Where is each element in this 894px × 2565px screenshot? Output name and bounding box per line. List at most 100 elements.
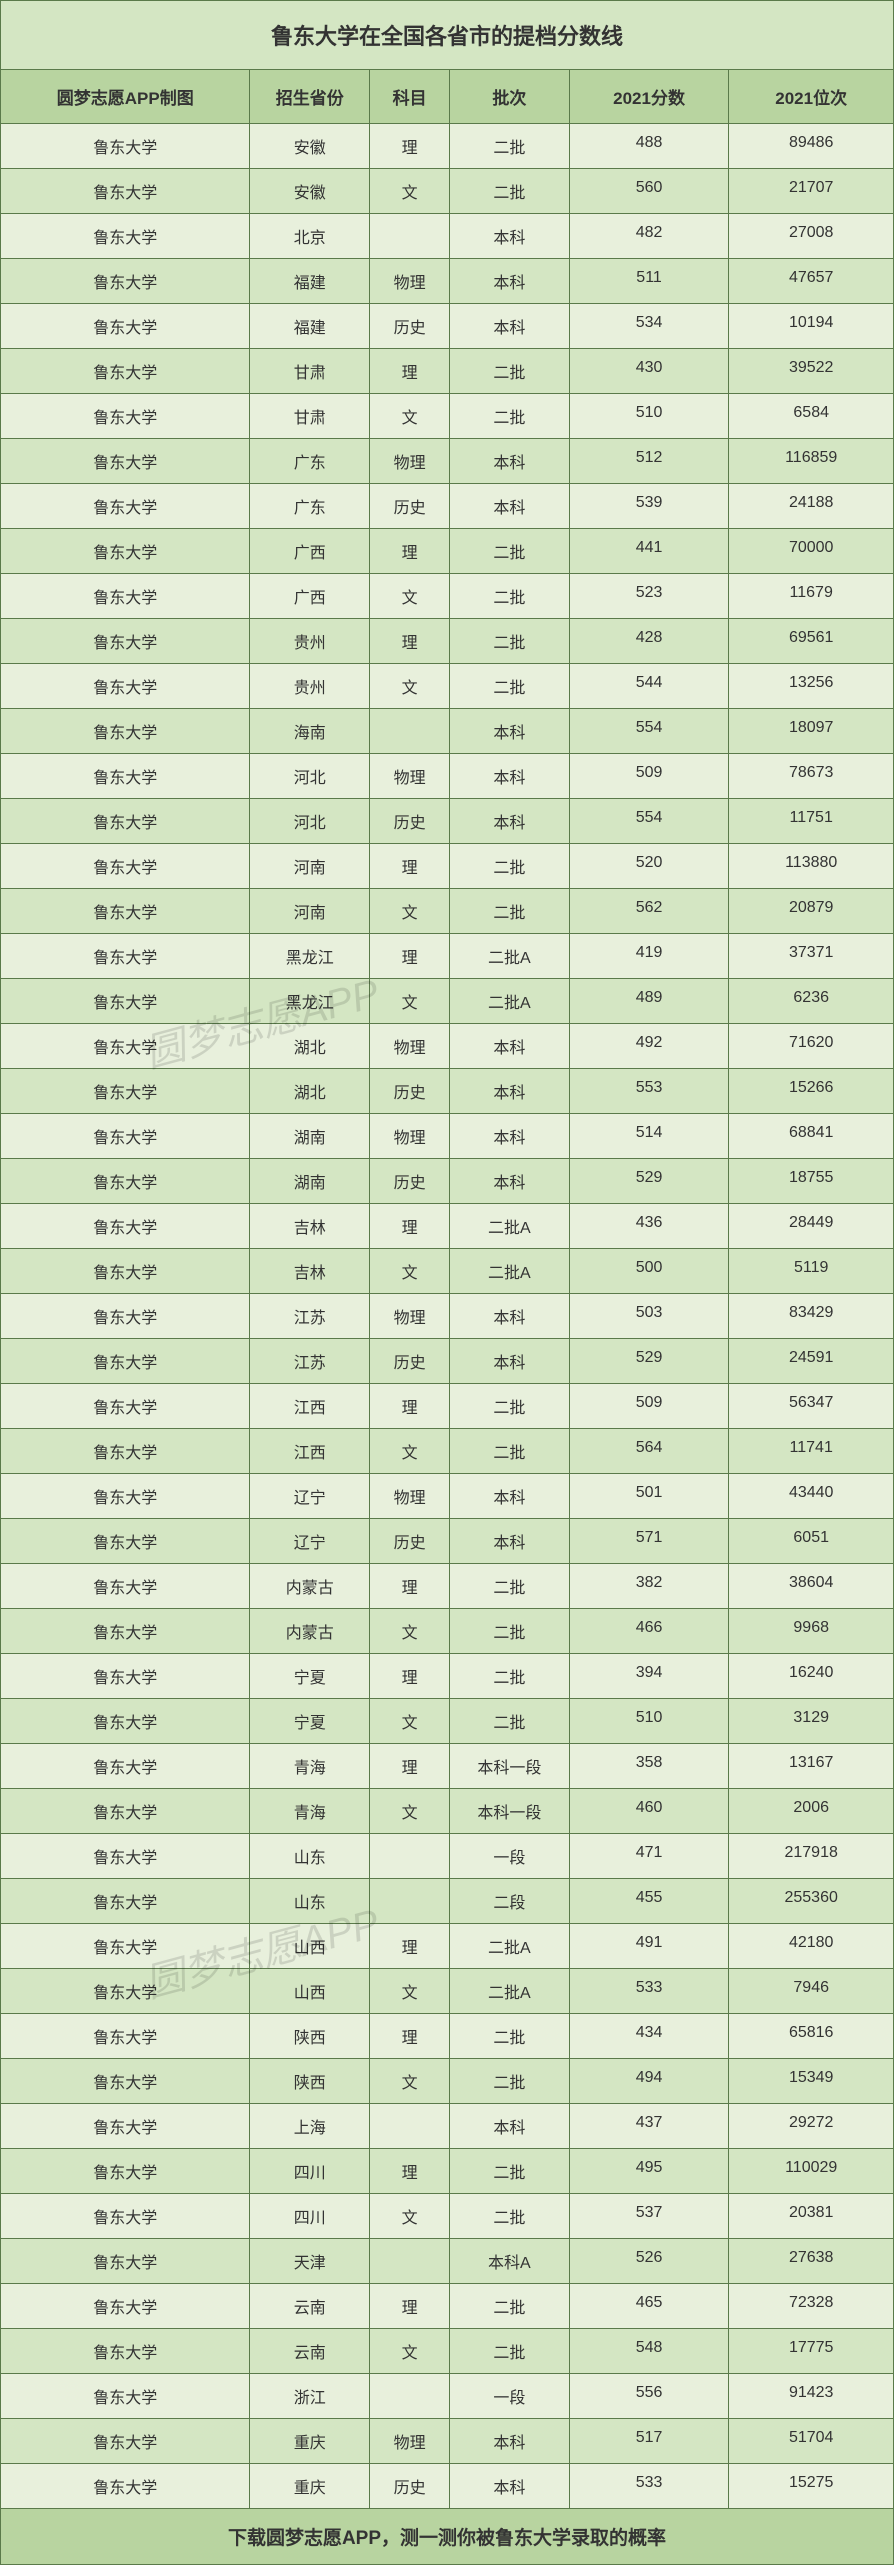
cell-university: 鲁东大学: [1, 1519, 250, 1563]
header-col-batch: 批次: [450, 70, 570, 123]
cell-university: 鲁东大学: [1, 304, 250, 348]
cell-rank: 27008: [729, 214, 893, 258]
cell-subject: 理: [370, 124, 450, 168]
cell-score: 526: [570, 2239, 730, 2283]
cell-subject: [370, 1834, 450, 1878]
cell-subject: 文: [370, 1429, 450, 1473]
cell-university: 鲁东大学: [1, 1924, 250, 1968]
cell-university: 鲁东大学: [1, 1834, 250, 1878]
cell-score: 437: [570, 2104, 730, 2148]
cell-rank: 5119: [729, 1249, 893, 1293]
cell-subject: 物理: [370, 259, 450, 303]
cell-university: 鲁东大学: [1, 1339, 250, 1383]
cell-province: 云南: [250, 2329, 370, 2373]
cell-batch: 二批: [450, 394, 570, 438]
cell-subject: 文: [370, 1699, 450, 1743]
cell-batch: 本科一段: [450, 1744, 570, 1788]
cell-subject: 理: [370, 1654, 450, 1698]
cell-province: 黑龙江: [250, 934, 370, 978]
cell-batch: 二批: [450, 574, 570, 618]
table-row: 鲁东大学河北物理本科50978673: [1, 754, 893, 799]
cell-university: 鲁东大学: [1, 1249, 250, 1293]
cell-rank: 11679: [729, 574, 893, 618]
table-row: 鲁东大学山东一段471217918: [1, 1834, 893, 1879]
cell-rank: 91423: [729, 2374, 893, 2418]
cell-province: 宁夏: [250, 1699, 370, 1743]
cell-batch: 本科A: [450, 2239, 570, 2283]
cell-province: 湖北: [250, 1024, 370, 1068]
cell-subject: 文: [370, 664, 450, 708]
cell-batch: 本科: [450, 2419, 570, 2463]
cell-university: 鲁东大学: [1, 1159, 250, 1203]
cell-rank: 9968: [729, 1609, 893, 1653]
cell-subject: 理: [370, 619, 450, 663]
cell-rank: 29272: [729, 2104, 893, 2148]
cell-rank: 11741: [729, 1429, 893, 1473]
cell-university: 鲁东大学: [1, 754, 250, 798]
cell-province: 湖北: [250, 1069, 370, 1113]
cell-score: 495: [570, 2149, 730, 2193]
cell-rank: 13256: [729, 664, 893, 708]
cell-rank: 18755: [729, 1159, 893, 1203]
cell-subject: 物理: [370, 439, 450, 483]
cell-score: 529: [570, 1159, 730, 1203]
cell-batch: 二批: [450, 1384, 570, 1428]
cell-subject: 理: [370, 2284, 450, 2328]
table-row: 鲁东大学内蒙古理二批38238604: [1, 1564, 893, 1609]
cell-subject: [370, 2374, 450, 2418]
cell-province: 四川: [250, 2194, 370, 2238]
cell-subject: 历史: [370, 799, 450, 843]
cell-university: 鲁东大学: [1, 2194, 250, 2238]
cell-university: 鲁东大学: [1, 664, 250, 708]
table-row: 鲁东大学辽宁物理本科50143440: [1, 1474, 893, 1519]
cell-score: 562: [570, 889, 730, 933]
cell-batch: 本科: [450, 439, 570, 483]
cell-university: 鲁东大学: [1, 1969, 250, 2013]
cell-subject: [370, 2239, 450, 2283]
cell-score: 394: [570, 1654, 730, 1698]
cell-score: 534: [570, 304, 730, 348]
cell-subject: 历史: [370, 304, 450, 348]
table-row: 鲁东大学宁夏文二批5103129: [1, 1699, 893, 1744]
cell-batch: 二批: [450, 2014, 570, 2058]
cell-university: 鲁东大学: [1, 979, 250, 1023]
cell-province: 湖南: [250, 1159, 370, 1203]
table-row: 鲁东大学海南本科55418097: [1, 709, 893, 754]
cell-batch: 本科: [450, 1159, 570, 1203]
cell-score: 517: [570, 2419, 730, 2463]
cell-batch: 二段: [450, 1879, 570, 1923]
cell-province: 江苏: [250, 1339, 370, 1383]
cell-university: 鲁东大学: [1, 574, 250, 618]
cell-province: 江苏: [250, 1294, 370, 1338]
cell-score: 523: [570, 574, 730, 618]
cell-subject: 文: [370, 1789, 450, 1833]
cell-batch: 一段: [450, 2374, 570, 2418]
cell-batch: 二批: [450, 2284, 570, 2328]
cell-university: 鲁东大学: [1, 2464, 250, 2508]
cell-rank: 10194: [729, 304, 893, 348]
cell-subject: 理: [370, 1744, 450, 1788]
cell-subject: 理: [370, 349, 450, 393]
table-row: 鲁东大学江西文二批56411741: [1, 1429, 893, 1474]
cell-score: 509: [570, 1384, 730, 1428]
cell-score: 430: [570, 349, 730, 393]
cell-score: 514: [570, 1114, 730, 1158]
cell-province: 陕西: [250, 2059, 370, 2103]
cell-subject: 物理: [370, 1294, 450, 1338]
cell-subject: 文: [370, 979, 450, 1023]
cell-rank: 3129: [729, 1699, 893, 1743]
cell-province: 河北: [250, 799, 370, 843]
cell-province: 上海: [250, 2104, 370, 2148]
cell-subject: 理: [370, 2149, 450, 2193]
cell-batch: 二批A: [450, 1969, 570, 2013]
cell-province: 青海: [250, 1744, 370, 1788]
cell-subject: 文: [370, 2059, 450, 2103]
cell-score: 560: [570, 169, 730, 213]
cell-rank: 15275: [729, 2464, 893, 2508]
cell-score: 488: [570, 124, 730, 168]
cell-province: 福建: [250, 304, 370, 348]
header-col-province: 招生省份: [250, 70, 370, 123]
cell-province: 河南: [250, 844, 370, 888]
cell-subject: 理: [370, 934, 450, 978]
cell-province: 辽宁: [250, 1474, 370, 1518]
